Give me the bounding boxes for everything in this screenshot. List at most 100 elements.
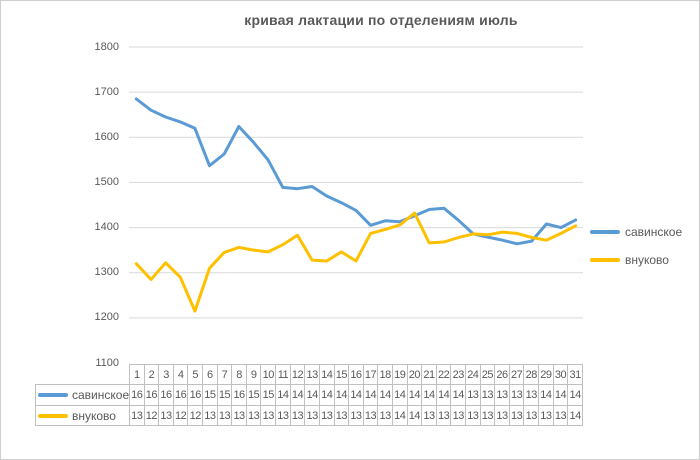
value-cell: 13 (479, 384, 495, 405)
value-cell: 14 (435, 384, 451, 405)
value-cell: 13 (552, 405, 568, 426)
value-cell: 12 (187, 405, 203, 426)
day-header-cell: 13 (304, 364, 319, 384)
y-axis-label: 1200 (94, 311, 119, 324)
value-cell: 16 (143, 384, 159, 405)
value-cell: 13 (202, 405, 217, 426)
day-header-cell: 15 (333, 364, 349, 384)
value-cell: 13 (304, 405, 319, 426)
y-axis-label: 1700 (94, 85, 119, 98)
day-header-cell: 2 (143, 364, 159, 384)
day-header-cell: 30 (552, 364, 568, 384)
value-cell: 14 (318, 384, 334, 405)
legend-line-swatch (590, 258, 620, 262)
value-cell: 14 (333, 384, 349, 405)
day-header-cell: 31 (567, 364, 583, 384)
value-cell: 15 (202, 384, 217, 405)
value-cell: 16 (129, 384, 144, 405)
day-header-cell: 16 (348, 364, 363, 384)
day-header-cell: 9 (245, 364, 261, 384)
value-cell: 13 (494, 384, 509, 405)
value-cell: 15 (260, 384, 276, 405)
value-cell: 14 (552, 384, 568, 405)
day-header-cell: 26 (494, 364, 509, 384)
value-cell: 16 (172, 384, 188, 405)
value-cell: 13 (158, 405, 173, 426)
value-cell: 13 (508, 405, 524, 426)
day-header-cell: 6 (202, 364, 217, 384)
value-cell: 14 (377, 384, 392, 405)
value-cell: 13 (523, 405, 539, 426)
value-cell: 15 (245, 384, 261, 405)
value-cell: 13 (435, 405, 451, 426)
day-header-cell: 14 (318, 364, 334, 384)
value-cell: 14 (391, 405, 407, 426)
day-header-cell: 1 (129, 364, 144, 384)
row-label: савинское (72, 388, 130, 402)
value-cell: 13 (231, 405, 246, 426)
value-cell: 13 (523, 384, 539, 405)
value-cell: 13 (465, 384, 480, 405)
day-header-cell: 27 (508, 364, 524, 384)
value-cell: 14 (406, 405, 422, 426)
day-header-cell: 7 (216, 364, 232, 384)
day-header-cell: 11 (275, 364, 290, 384)
value-cell: 13 (421, 405, 436, 426)
value-cell: 13 (377, 405, 392, 426)
row-label: внуково (72, 408, 116, 423)
table-header-row: 1 2 3 4 5 6 7 8 9 10 11 12 13 14 15 16 17 18 19 20 21 22 23 24 2… (35, 364, 583, 384)
value-cell: 14 (362, 384, 378, 405)
value-cell: 13 (275, 405, 290, 426)
legend-label: савинское (625, 225, 683, 239)
value-cell: 16 (187, 384, 203, 405)
value-cell: 13 (348, 405, 363, 426)
y-axis-label: 1500 (94, 175, 119, 188)
y-axis-label: 1300 (94, 266, 119, 279)
value-cell: 14 (275, 384, 290, 405)
value-cell: 13 (260, 405, 276, 426)
day-header-cell: 24 (465, 364, 480, 384)
value-cell: 13 (289, 405, 305, 426)
value-cell: 16 (158, 384, 173, 405)
legend-line-swatch (590, 230, 620, 234)
value-cell: 13 (465, 405, 480, 426)
series-line-vnukovo (134, 211, 578, 313)
value-cell: 13 (129, 405, 144, 426)
value-cell: 13 (479, 405, 495, 426)
legend-label: внуково (625, 253, 669, 267)
day-header-cell: 22 (435, 364, 451, 384)
value-cell: 13 (216, 405, 232, 426)
table-row: савинское 16 16 16 16 16 15 15 16 15 15 14 14 14 14 14 1… (35, 384, 583, 405)
y-axis-label: 1600 (94, 130, 119, 143)
value-cell: 13 (494, 405, 509, 426)
day-header-cell: 12 (289, 364, 305, 384)
value-cell: 14 (391, 384, 407, 405)
value-cell: 13 (245, 405, 261, 426)
row-label-cell: савинское (35, 384, 129, 405)
value-cell: 13 (508, 384, 524, 405)
value-cell: 12 (143, 405, 159, 426)
value-cell: 14 (406, 384, 422, 405)
table-corner-cell (35, 364, 129, 384)
day-header-cell: 29 (538, 364, 553, 384)
day-header-cell: 19 (391, 364, 407, 384)
day-header-cell: 8 (231, 364, 246, 384)
series-line-savinskoe (134, 97, 578, 246)
day-header-cell: 23 (450, 364, 466, 384)
value-cell: 14 (567, 405, 583, 426)
value-cell: 13 (538, 405, 553, 426)
day-header-cell: 10 (260, 364, 276, 384)
value-cell: 16 (231, 384, 246, 405)
day-header-cell: 18 (377, 364, 392, 384)
day-header-cell: 21 (421, 364, 436, 384)
day-header-cell: 25 (479, 364, 495, 384)
value-cell: 14 (421, 384, 436, 405)
day-header-cell: 28 (523, 364, 539, 384)
value-cell: 14 (450, 384, 466, 405)
legend-item-vnukovo: внуково (590, 246, 682, 274)
value-cell: 14 (289, 384, 305, 405)
day-header-cell: 4 (172, 364, 188, 384)
legend-item-savinskoe: савинское (590, 218, 682, 246)
value-cell: 13 (333, 405, 349, 426)
